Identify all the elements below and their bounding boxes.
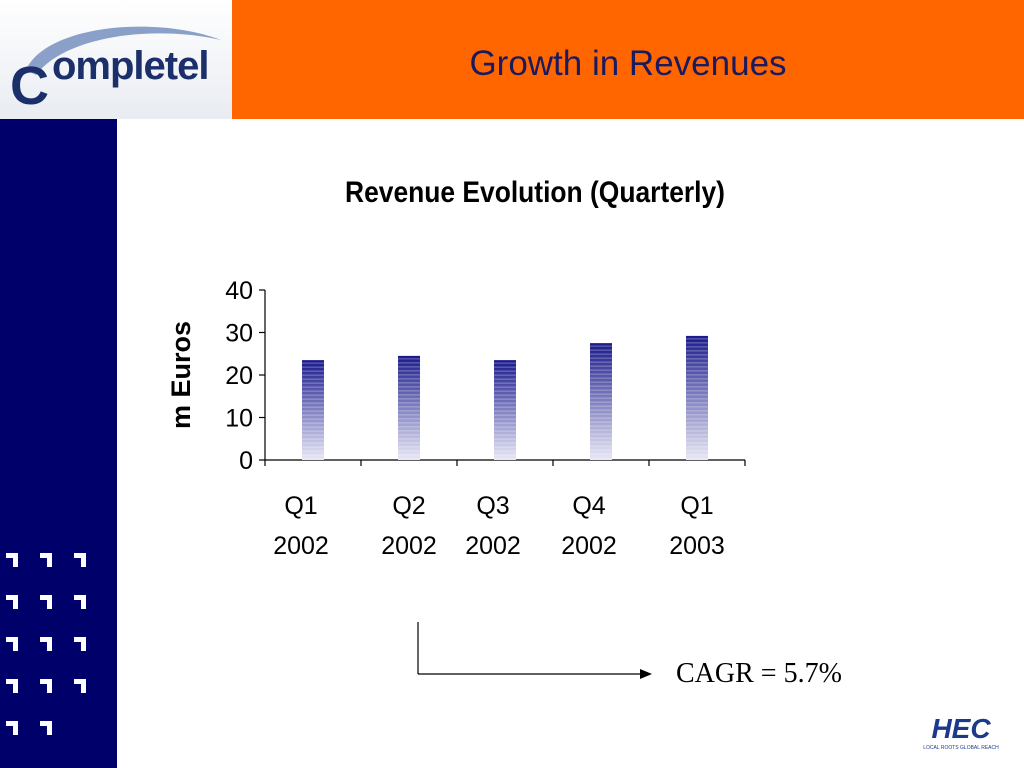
revenue-bar	[398, 355, 420, 460]
logo-initial: C	[10, 56, 49, 116]
y-axis-label: m Euros	[166, 321, 196, 429]
revenue-bar	[302, 360, 324, 460]
hec-logo-text: HEC	[931, 713, 991, 744]
logo-text: ompletel	[52, 44, 209, 88]
y-tick-label: 10	[225, 405, 253, 433]
x-tick-label-quarter: Q1	[680, 492, 713, 520]
corner-pattern-icon	[6, 553, 86, 735]
page-title: Growth in Revenues	[469, 44, 787, 83]
header-bar: Growth in Revenues	[232, 0, 1024, 119]
x-tick-label-quarter: Q3	[476, 492, 509, 520]
chart-title: Revenue Evolution (Quarterly)	[345, 176, 725, 209]
y-tick-label: 0	[239, 447, 253, 475]
revenue-bar	[494, 360, 516, 460]
x-tick-label-year: 2002	[273, 532, 329, 560]
cagr-arrow	[417, 622, 652, 679]
revenue-bar	[686, 335, 708, 460]
x-tick-label-year: 2002	[561, 532, 617, 560]
y-tick-label: 30	[225, 320, 253, 348]
sidebar	[0, 119, 117, 768]
revenue-bar	[590, 343, 612, 460]
y-tick-label: 40	[225, 277, 253, 305]
hec-tagline: LOCAL ROOTS GLOBAL REACH	[923, 745, 999, 751]
x-tick-label-year: 2002	[381, 532, 437, 560]
x-tick-label-quarter: Q4	[572, 492, 605, 520]
x-tick-label-year: 2003	[669, 532, 725, 560]
logo-swoosh-icon: C	[10, 26, 221, 116]
x-tick-label-year: 2002	[465, 532, 521, 560]
x-tick-label-quarter: Q2	[392, 492, 425, 520]
hec-logo: HEC LOCAL ROOTS GLOBAL REACH	[923, 713, 999, 751]
completel-logo: C ompletel	[0, 0, 232, 119]
y-tick-label: 20	[225, 362, 253, 390]
x-tick-label-quarter: Q1	[284, 492, 317, 520]
cagr-label: CAGR = 5.7%	[676, 658, 842, 689]
